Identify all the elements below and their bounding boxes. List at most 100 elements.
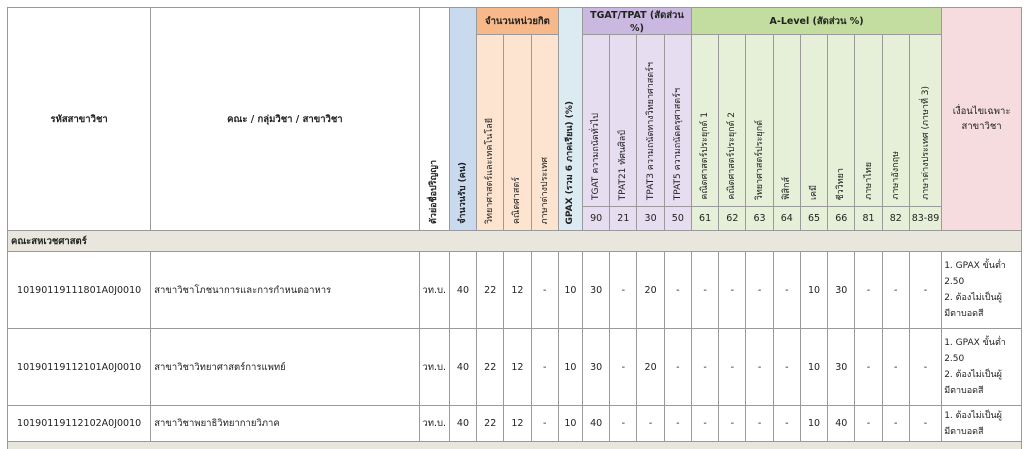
header-alevel-65: เคมี — [799, 34, 829, 207]
header-tpat-30: TPAT3 ความถนัดทางวิทยาศาสตร์ฯ — [636, 34, 665, 207]
gpax-value: 10 — [557, 405, 584, 442]
degree-abbr: วท.บ. — [418, 328, 450, 406]
alevel-value: - — [881, 251, 910, 329]
tgat-value: 30 — [581, 251, 611, 329]
conditions-cell: 1. GPAX ขั้นต่ำ 2.50 2. ต้องไม่เป็นผู้ มีตา… — [941, 328, 1022, 406]
alevel-value: 10 — [799, 328, 829, 406]
alevel-value: - — [854, 405, 883, 442]
degree-abbr: วท.บ. — [418, 405, 450, 442]
header-alevel-code: 61 — [690, 206, 720, 231]
unit-value: 12 — [503, 251, 532, 329]
header-tgat-90: TGAT ความถนัดทั่วไป — [581, 34, 611, 207]
faculty-name: คณะสหเวชศาสตร์ — [7, 230, 1022, 252]
conditions-cell: 1. ต้องไม่เป็นผู้มีตาบอดสี — [941, 405, 1022, 442]
table-row: 10190119112101A0J0010 สาขาวิชาวิทยาศาสตร์… — [7, 328, 1022, 406]
tgat-value: 30 — [581, 328, 611, 406]
alevel-value: 10 — [799, 251, 829, 329]
faculty-row: คณะสหเวชศาสตร์ — [7, 230, 1022, 252]
header-seats: จำนวนรับ (คน) — [448, 7, 478, 231]
header-conditions: เงื่อนไขเฉพาะสาขาวิชา — [941, 7, 1022, 231]
program-code: 10190119112102A0J0010 — [7, 405, 152, 442]
alevel-value: - — [881, 328, 910, 406]
tgat-value: 40 — [581, 405, 611, 442]
unit-value: 12 — [503, 328, 532, 406]
alevel-value: - — [854, 328, 883, 406]
condition-line: 1. ต้องไม่เป็นผู้ — [944, 410, 1002, 421]
alevel-value: - — [745, 251, 774, 329]
admission-table-sheet: รหัสสาขาวิชา คณะ / กลุ่มวิชา / สาขาวิชา … — [7, 7, 1022, 449]
tgat-value: - — [663, 328, 692, 406]
seats-value: 40 — [448, 405, 478, 442]
alevel-value: - — [690, 405, 720, 442]
header-alevel-66: ชีววิทยา — [827, 34, 856, 207]
alevel-value: 40 — [827, 405, 856, 442]
header-alevel-code: 65 — [799, 206, 829, 231]
header-gpax: GPAX (รวม 6 ภาคเรียน) (%) — [557, 7, 584, 231]
alevel-value: - — [690, 328, 720, 406]
tgat-value: - — [609, 405, 638, 442]
header-alevel-code: 63 — [745, 206, 774, 231]
header-degree: ตัวย่อชื่อปริญญา — [418, 7, 450, 231]
program-code: 10190119111801A0J0010 — [7, 251, 152, 329]
condition-line: 1. GPAX ขั้นต่ำ — [944, 338, 1006, 348]
condition-line: มีตาบอดสี — [944, 386, 984, 396]
seats-value: 40 — [448, 251, 478, 329]
header-alevel-code: 64 — [772, 206, 801, 231]
header-units-group: จำนวนหน่วยกิต — [476, 7, 559, 35]
tgat-value: - — [609, 251, 638, 329]
unit-value: 22 — [476, 405, 505, 442]
header-tgat-code: 30 — [636, 206, 665, 231]
tgat-value: - — [663, 405, 692, 442]
header-alevel-code: 81 — [854, 206, 883, 231]
alevel-value: - — [772, 405, 801, 442]
header-alevel-83-89: ภาษาต่างประเทศ (ภาษาที่ 3) — [908, 34, 943, 207]
alevel-value: - — [718, 405, 747, 442]
condition-line: 2. ต้องไม่เป็นผู้ — [944, 293, 1002, 303]
header-code: รหัสสาขาวิชา — [7, 7, 152, 231]
condition-line: 2. ต้องไม่เป็นผู้ — [944, 370, 1002, 380]
admission-table: รหัสสาขาวิชา คณะ / กลุ่มวิชา / สาขาวิชา … — [7, 7, 1022, 449]
header-program: คณะ / กลุ่มวิชา / สาขาวิชา — [150, 7, 420, 231]
alevel-value: - — [772, 251, 801, 329]
unit-value: 22 — [476, 328, 505, 406]
header-alevel-code: 83-89 — [908, 206, 943, 231]
header-alevel-code: 62 — [718, 206, 747, 231]
alevel-value: - — [854, 251, 883, 329]
unit-value: - — [530, 328, 559, 406]
program-name: สาขาวิชาโภชนาการและการกำหนดอาหาร — [150, 251, 420, 329]
header-tpat-21: TPAT21 ทัศนศิลป์ — [609, 34, 638, 207]
unit-value: - — [530, 405, 559, 442]
header-alevel-64: ฟิสิกส์ — [772, 34, 801, 207]
condition-line: มีตาบอดสี — [944, 426, 984, 437]
header-alevel-code: 66 — [827, 206, 856, 231]
header-tgat-code: 50 — [663, 206, 692, 231]
alevel-value: - — [745, 405, 774, 442]
tgat-value: - — [609, 328, 638, 406]
gpax-value: 10 — [557, 328, 584, 406]
alevel-value: 30 — [827, 328, 856, 406]
conditions-cell: 1. GPAX ขั้นต่ำ 2.50 2. ต้องไม่เป็นผู้ มีตา… — [941, 251, 1022, 329]
unit-value: - — [530, 251, 559, 329]
header-alevel-81: ภาษาไทย — [854, 34, 883, 207]
seats-value: 40 — [448, 328, 478, 406]
table-row: 10190119111801A0J0010 สาขาวิชาโภชนาการและ… — [7, 251, 1022, 329]
header-tgat-group: TGAT/TPAT (สัดส่วน %) — [582, 7, 692, 35]
alevel-value: - — [718, 251, 747, 329]
header-alevel-61: คณิตศาสตร์ประยุกต์ 1 — [690, 34, 720, 207]
tgat-value: 20 — [636, 251, 665, 329]
degree-abbr: วท.บ. — [418, 251, 450, 329]
alevel-value: - — [881, 405, 910, 442]
header-alevel-63: วิทยาศาสตร์ประยุกต์ — [745, 34, 774, 207]
alevel-value: - — [690, 251, 720, 329]
header-tgat-code: 21 — [609, 206, 638, 231]
header-alevel-62: คณิตศาสตร์ประยุกต์ 2 — [718, 34, 747, 207]
header-unit-foreign: ภาษาต่างประเทศ — [530, 34, 559, 231]
alevel-value: - — [908, 405, 943, 442]
program-name: สาขาวิชาวิทยาศาสตร์การแพทย์ — [150, 328, 420, 406]
condition-line: มีตาบอดสี — [944, 309, 984, 319]
table-row: 10190119112102A0J0010 สาขาวิชาพยาธิวิทยาก… — [7, 405, 1022, 442]
gpax-value: 10 — [557, 251, 584, 329]
header-tgat-code: 90 — [581, 206, 611, 231]
footer-cell — [7, 441, 1022, 449]
header-unit-science: วิทยาศาสตร์และเทคโนโลยี — [476, 34, 505, 231]
